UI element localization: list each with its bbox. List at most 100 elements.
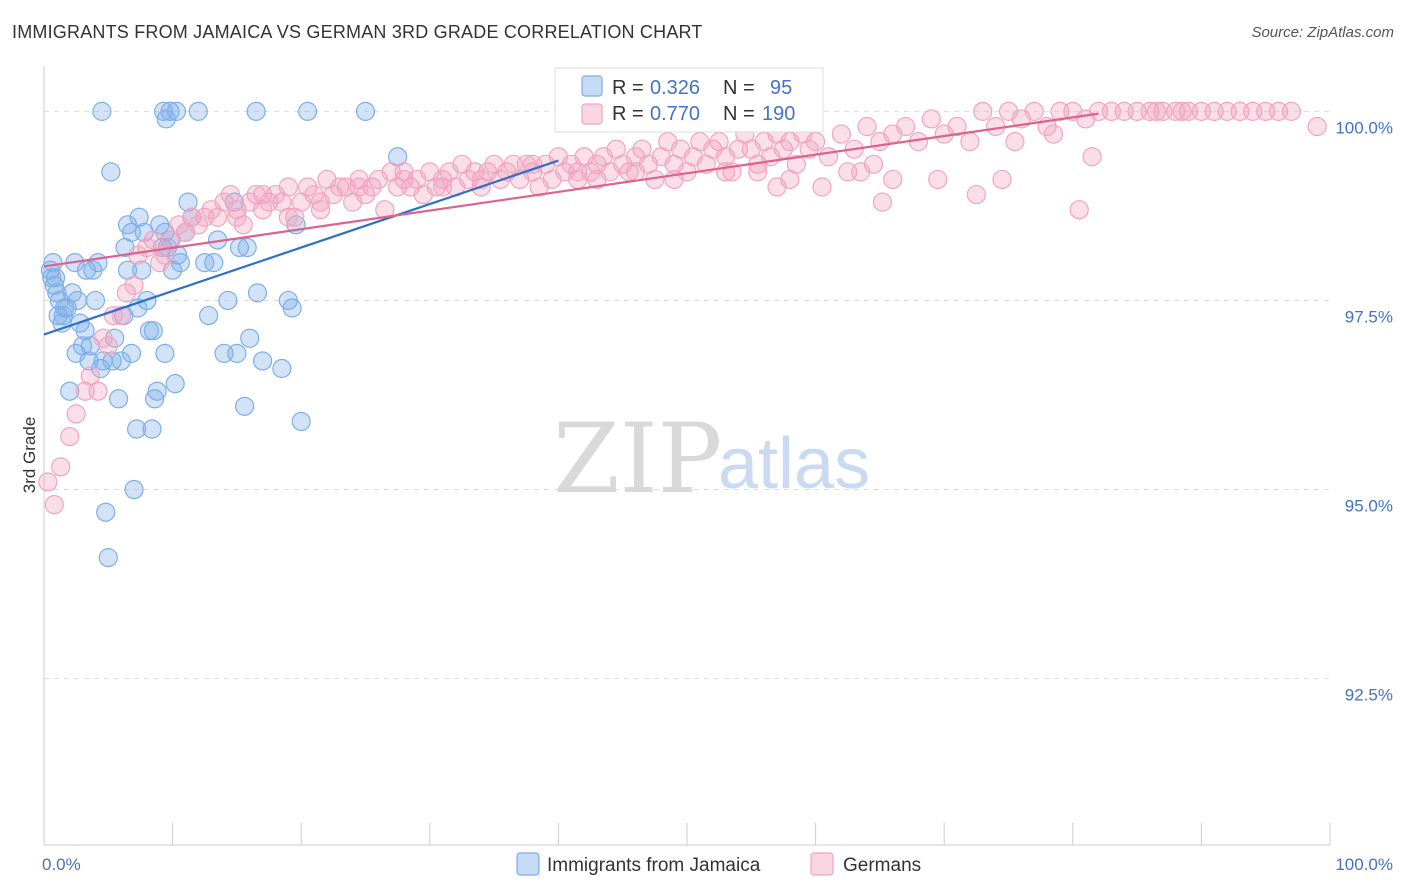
data-point <box>233 215 253 235</box>
source-label: Source: ZipAtlas.com <box>1251 24 1394 41</box>
trend-line <box>43 159 559 336</box>
data-point <box>165 374 185 394</box>
data-point <box>625 162 646 182</box>
data-point <box>227 207 247 227</box>
watermark-atlas: atlas <box>718 424 870 504</box>
data-point <box>96 502 116 522</box>
chart-title: IMMIGRANTS FROM JAMAICA VS GERMAN 3RD GR… <box>12 22 703 42</box>
data-point <box>103 305 124 326</box>
data-point <box>45 268 66 288</box>
data-point <box>60 426 80 447</box>
data-point <box>51 457 71 477</box>
data-point <box>38 472 58 492</box>
stats-r-label-germans: R = <box>612 103 644 125</box>
data-point <box>66 404 86 424</box>
data-point <box>812 177 832 197</box>
data-point <box>116 283 136 303</box>
data-point <box>278 177 298 197</box>
y-tick-label: 95.0% <box>1345 497 1393 516</box>
y-tick-label: 100.0% <box>1335 118 1393 137</box>
x-tick-label-left: 0.0% <box>42 855 81 874</box>
trend-lines <box>43 112 1099 336</box>
data-point <box>986 116 1006 137</box>
stats-r-value-germans: 0.770 <box>650 103 700 125</box>
data-point <box>568 162 588 182</box>
data-point <box>298 177 318 197</box>
data-point <box>831 124 851 144</box>
data-point <box>170 253 190 273</box>
data-point <box>310 200 331 220</box>
data-point <box>108 389 129 409</box>
data-point <box>235 396 255 416</box>
data-point <box>204 253 224 273</box>
stats-n-label-jamaica: N = <box>723 77 755 99</box>
data-point <box>1281 101 1302 121</box>
series-1 <box>38 101 1327 515</box>
data-point <box>863 154 884 174</box>
data-point <box>896 116 916 137</box>
data-point <box>291 411 311 432</box>
legend-swatch-germans <box>810 852 834 876</box>
data-point <box>966 184 986 205</box>
data-point <box>111 351 131 371</box>
data-point <box>90 358 111 379</box>
data-point <box>298 101 318 121</box>
legend: Immigrants from Jamaica Germans <box>516 852 921 876</box>
data-point <box>124 275 144 295</box>
data-point <box>355 184 376 205</box>
data-point <box>144 389 165 409</box>
data-point <box>1082 147 1102 167</box>
data-point <box>253 200 273 220</box>
data-point <box>1172 101 1192 121</box>
x-tick-label-right: 100.0% <box>1335 855 1393 874</box>
data-point <box>960 132 980 152</box>
data-point <box>199 305 219 326</box>
legend-label-germans: Germans <box>843 855 921 876</box>
data-point <box>124 479 144 500</box>
data-point <box>253 184 273 205</box>
stats-swatch-germans <box>581 103 603 125</box>
data-point <box>240 328 260 348</box>
data-point <box>805 132 826 152</box>
data-point <box>872 192 893 212</box>
data-point <box>126 419 147 439</box>
trend-line <box>43 112 1099 268</box>
data-point <box>85 290 106 311</box>
data-point <box>278 207 298 227</box>
data-point <box>92 101 112 121</box>
y-tick-label: 97.5% <box>1345 307 1393 326</box>
data-point <box>98 548 118 568</box>
data-point <box>44 275 64 295</box>
data-point <box>330 177 350 197</box>
data-point <box>47 283 67 303</box>
data-point <box>246 101 266 121</box>
data-point <box>748 162 768 182</box>
data-point <box>587 169 607 190</box>
stats-box: R = 0.326 N = 95 R = 0.770 N = 190 <box>554 67 824 133</box>
data-point <box>471 169 491 190</box>
data-point <box>272 358 292 379</box>
stats-r-label-jamaica: R = <box>612 77 644 99</box>
data-point <box>1146 101 1166 121</box>
data-point <box>767 177 787 197</box>
data-point <box>237 237 257 258</box>
data-point <box>44 495 64 515</box>
data-point <box>53 305 73 326</box>
stats-n-value-jamaica: 95 <box>770 77 792 99</box>
data-points <box>38 101 1327 568</box>
data-point <box>160 101 180 121</box>
watermark: ZIP atlas <box>553 403 870 515</box>
stats-r-value-jamaica: 0.326 <box>650 77 700 99</box>
legend-swatch-jamaica <box>516 852 540 876</box>
data-point <box>355 101 376 121</box>
data-point <box>43 253 63 273</box>
data-point <box>838 162 858 182</box>
data-point <box>426 177 446 197</box>
data-point <box>1043 124 1064 144</box>
stats-swatch-jamaica <box>581 75 603 97</box>
data-point <box>121 343 142 363</box>
data-point <box>349 177 369 197</box>
series-0 <box>40 101 408 568</box>
data-point <box>142 419 162 439</box>
x-tick-labels: 0.0% 100.0% <box>42 855 1393 874</box>
